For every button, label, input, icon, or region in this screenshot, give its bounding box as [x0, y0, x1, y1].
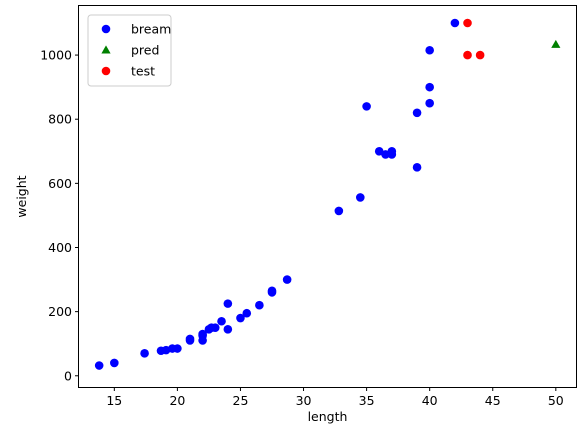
bream-point [387, 150, 397, 159]
y-tick-label: 600 [48, 176, 72, 191]
bream-point [223, 299, 233, 308]
bream-point [173, 344, 182, 353]
bream-point [210, 323, 220, 332]
x-tick-label: 45 [485, 393, 501, 408]
y-axis-label: weight [14, 175, 29, 217]
bream-point [94, 361, 104, 370]
y-tick-label: 400 [48, 240, 72, 255]
x-tick-label: 15 [106, 393, 122, 408]
y-tick-label: 0 [64, 368, 72, 383]
x-tick-label: 25 [233, 393, 249, 408]
bream-point [355, 193, 365, 202]
pred-point [551, 39, 561, 48]
bream-point [223, 324, 233, 334]
bream-point [198, 329, 207, 339]
bream-point [217, 316, 226, 326]
x-tick-label: 40 [422, 393, 438, 408]
bream-point [140, 349, 149, 358]
bream-point [242, 308, 252, 318]
bream-point [450, 18, 460, 28]
bream-point [185, 334, 195, 344]
test-point [475, 50, 485, 60]
x-tick-label: 20 [169, 393, 185, 408]
legend-label-test: test [131, 64, 155, 79]
legend-label-bream: bream [131, 22, 171, 37]
bream-point [282, 275, 292, 284]
bream-point [425, 98, 434, 108]
y-tick-label: 200 [48, 304, 72, 319]
bream-point [267, 286, 277, 296]
legend: bream pred test [87, 14, 172, 87]
y-tick-label: 1000 [40, 48, 72, 63]
bream-point [412, 108, 422, 118]
bream-point [425, 82, 434, 92]
plot-area-frame [78, 5, 577, 388]
legend-marker-test [101, 66, 111, 76]
x-tick-label: 30 [296, 393, 312, 408]
test-point [463, 50, 472, 60]
bream-point [334, 206, 344, 216]
legend-marker-pred [101, 45, 111, 54]
x-axis-label: length [308, 409, 348, 424]
y-tick-label: 800 [48, 112, 72, 127]
test-point [463, 18, 472, 28]
bream-point [236, 313, 245, 323]
x-tick-label: 50 [548, 393, 564, 408]
x-axis-ticks: 15 20 25 30 35 40 45 50 [106, 387, 564, 408]
bream-point [412, 163, 422, 172]
bream-point [110, 358, 119, 368]
bream-point [362, 102, 371, 111]
x-tick-label: 35 [359, 393, 375, 408]
y-axis-ticks: 0 200 400 600 800 1000 [40, 48, 79, 383]
legend-marker-bream [101, 24, 111, 34]
legend-label-pred: pred [131, 43, 159, 58]
data-points [94, 18, 561, 370]
bream-point [255, 300, 264, 310]
bream-point [425, 45, 434, 55]
